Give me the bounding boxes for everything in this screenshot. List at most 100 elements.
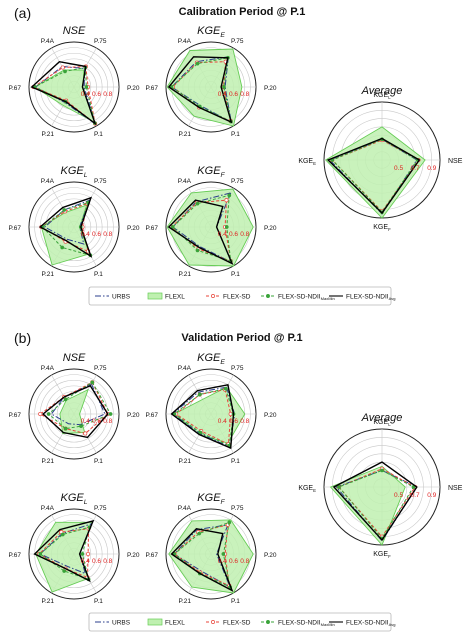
legend-label-sub: Avg [389, 622, 396, 627]
legend-label-main: URBS [112, 294, 131, 301]
series-flex-sd-ndii-maxmin-point [60, 245, 65, 250]
series-flex-sd-ndii-maxmin-point [198, 430, 203, 435]
legend-label: FLEX-SD-NDIIAvg [346, 620, 395, 628]
chart-title-sub: F [221, 172, 226, 179]
chart-title-main: Average [361, 85, 403, 97]
radial-tick-label: 0.8 [240, 558, 249, 565]
chart-title-sub: E [220, 32, 225, 39]
chart-title-main: KGE [197, 492, 221, 504]
chart-title: KGEF [197, 492, 225, 506]
axis-label: P.1 [94, 131, 103, 138]
radial-tick-label: 0.8 [103, 418, 112, 425]
axis-label: P.75 [231, 38, 244, 45]
chart-title-sub: L [84, 172, 88, 179]
axis-label: P.1 [94, 271, 103, 278]
series-flex-sd-point [83, 431, 88, 436]
series-flex-sd-ndii-maxmin-point [224, 225, 229, 229]
axis-label: P.67 [145, 225, 158, 232]
legend-swatch [147, 618, 163, 626]
legend-marker [211, 294, 215, 298]
radial-tick-label: 0.8 [240, 418, 249, 425]
axis-label: P.4A [41, 505, 55, 512]
axis-label: P.4A [178, 365, 192, 372]
radial-tick-label: 0.8 [103, 558, 112, 565]
axis-label: P.1 [94, 458, 103, 465]
radial-tick-label: 0.8 [240, 91, 249, 98]
legend-label-sub: MaxMin [321, 296, 335, 301]
series-flex-sd-ndii-maxmin-point [108, 412, 113, 416]
legend-item-urbs: URBS [95, 294, 131, 301]
legend-label: FLEX-SD [223, 294, 251, 301]
axis-label: P.75 [94, 178, 107, 185]
series-flex-sd-ndii-avg-line [167, 56, 233, 124]
chart-title-main: KGE [60, 165, 84, 177]
radial-tick-label: 0.9 [427, 492, 436, 499]
axis-label: KGEE [298, 485, 316, 493]
axis-label: NSE [448, 158, 463, 165]
panel-b-label: (b) [14, 330, 31, 346]
series-flex-sd-ndii-maxmin-point [411, 485, 416, 489]
axis-label-main: KGE [298, 485, 313, 492]
legend-label-main: FLEX-SD-NDII [278, 620, 321, 627]
radial-tick-label: 0.4 [218, 231, 227, 238]
axis-label: P.20 [127, 85, 140, 92]
radial-tick-label: 0.8 [240, 231, 249, 238]
radial-tick-label: 0.7 [411, 492, 420, 499]
axis-label-sub: L [388, 95, 391, 100]
series-flex-sd-ndii-maxmin-point [227, 520, 232, 525]
axis-label: P.1 [231, 131, 240, 138]
chart-title-sub: F [221, 499, 226, 506]
axis-label: P.21 [41, 271, 54, 278]
radial-tick-label: 0.4 [81, 91, 90, 98]
series-flex-sd-ndii-avg-line [33, 519, 95, 583]
axis-label: P.75 [231, 505, 244, 512]
panel-a-heading: Calibration Period @ P.1 [179, 6, 306, 18]
series-flex-sd-point [60, 65, 65, 70]
axis-label: P.75 [231, 365, 244, 372]
axis-label: P.1 [231, 271, 240, 278]
axis-label-sub: L [388, 422, 391, 427]
radial-tick-label: 0.4 [81, 418, 90, 425]
legend-label-main: FLEXL [165, 294, 185, 301]
axis-label: P.75 [94, 365, 107, 372]
radial-tick-label: 0.5 [394, 492, 403, 499]
axis-label-main: NSE [448, 158, 463, 165]
chart-title-main: KGE [60, 492, 84, 504]
legend-marker [266, 620, 270, 624]
legend-marker [211, 620, 215, 624]
radar-chart-4: KGEL 0.4 0.6 0.8 P.75 P.20 P.1 P.21 P.67 P.4A [8, 165, 139, 278]
legend-label: FLEXL [165, 294, 185, 301]
series-flex-sd-ndii-maxmin-point [222, 85, 226, 89]
axis-label: P.1 [231, 598, 240, 605]
series-flex-sd-ndii-maxmin-point [84, 85, 89, 89]
panel-b-heading: Validation Period @ P.1 [181, 332, 302, 344]
radial-tick-label: 0.9 [427, 165, 436, 172]
series-flex-sd-ndii-maxmin-point [223, 386, 228, 391]
radial-tick-label: 0.4 [218, 418, 227, 425]
axis-label-main: KGE [373, 419, 388, 426]
chart-title-sub: E [220, 359, 225, 366]
legend-item-flex-sd-ndii-avg: FLEX-SD-NDIIAvg [329, 294, 395, 301]
series-flex-sd-ndii-maxmin-point [79, 424, 83, 429]
radial-tick-label: 0.8 [103, 231, 112, 238]
radar-chart-9: KGEL 0.4 0.6 0.8 P.75 P.20 P.1 P.21 P.67 P.4A [8, 492, 139, 605]
radial-tick-label: 0.4 [218, 558, 227, 565]
axis-label: P.21 [178, 458, 191, 465]
chart-title: NSE [63, 352, 86, 364]
axis-label-sub: F [388, 227, 391, 232]
series-flex-sd-ndii-avg-line [326, 137, 421, 215]
series-flex-sd-ndii-maxmin-point [195, 201, 200, 206]
series-flex-sd-ndii-avg-line [170, 527, 234, 592]
legend-label-main: FLEX-SD [223, 294, 251, 301]
series-flex-sd-ndii-avg-line [170, 383, 235, 450]
axis-label: P.67 [8, 412, 21, 419]
axis-label-main: KGE [298, 158, 313, 165]
series-flex-sd-ndii-maxmin-point [62, 569, 67, 573]
legend-item-flexl: FLEXL [147, 292, 185, 301]
radial-tick-label: 0.7 [411, 165, 420, 172]
series-flex-sd-ndii-maxmin-point [80, 552, 85, 556]
series-flex-sd-ndii-maxmin-point [227, 193, 232, 198]
